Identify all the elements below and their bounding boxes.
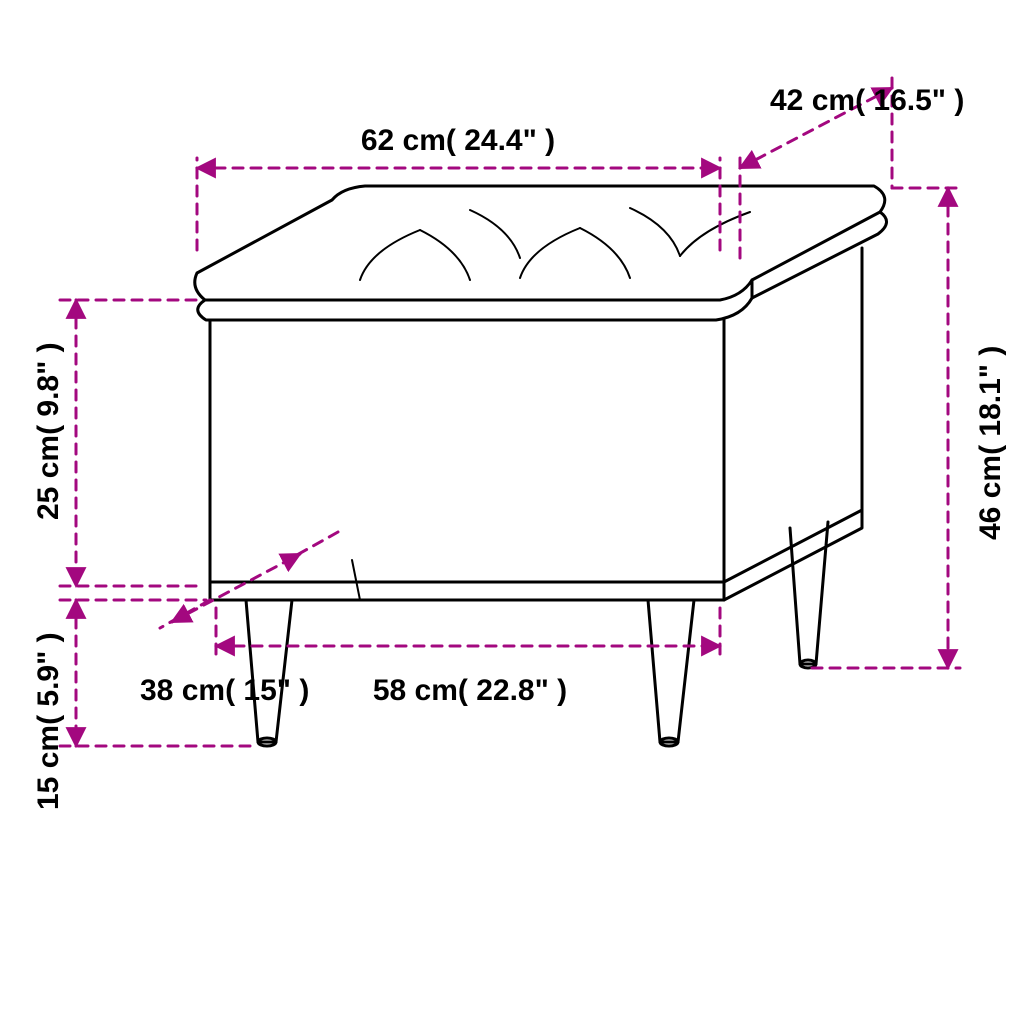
bench-outline	[195, 186, 887, 746]
label-base-width: 58 cm( 22.8" )	[373, 674, 567, 707]
label-body-height: 25 cm( 9.8" )	[32, 342, 65, 520]
label-base-depth: 38 cm( 15" )	[140, 674, 309, 707]
dimension-lines	[60, 78, 960, 746]
label-leg-height: 15 cm( 5.9" )	[32, 632, 65, 810]
label-top-width: 62 cm( 24.4" )	[361, 124, 555, 157]
label-top-depth: 42 cm( 16.5" )	[770, 84, 964, 117]
label-total-height: 46 cm( 18.1" )	[974, 346, 1007, 540]
dimension-diagram: 62 cm( 24.4" ) 42 cm( 16.5" ) 25 cm( 9.8…	[0, 0, 1024, 1024]
